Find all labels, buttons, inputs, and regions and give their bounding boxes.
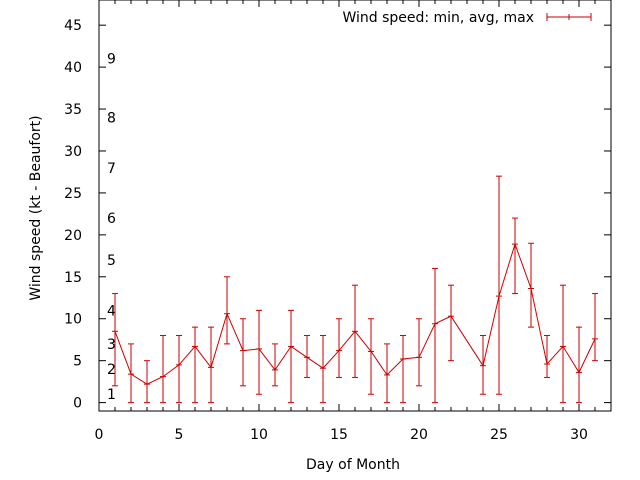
beaufort-label: 3 [107,337,116,353]
x-tick-label: 10 [250,427,268,443]
error-bar [576,326,582,404]
error-bar [288,309,294,404]
error-bar [112,293,118,387]
error-bar [592,293,598,362]
y-tick-label: 20 [64,228,82,244]
x-tick-label: 30 [570,427,588,443]
error-bar [368,318,374,395]
error-bar [512,217,518,295]
error-bar [320,335,326,404]
error-bar [352,284,358,378]
series-layer [112,175,598,404]
beaufort-label: 5 [107,253,116,269]
y-tick-label: 15 [64,270,82,286]
error-bar [128,343,134,404]
series-line [114,242,596,385]
beaufort-label: 8 [107,110,116,126]
x-tick-label: 20 [410,427,428,443]
y-tick-label: 0 [73,396,82,412]
y-tick-label: 25 [64,186,82,202]
y-tick-label: 45 [64,18,82,34]
error-bar [528,242,534,328]
legend: Wind speed: min, avg, max [342,10,592,26]
y-tick-label: 30 [64,144,82,160]
x-tick-label: 5 [175,427,184,443]
error-bar [160,335,166,404]
error-bar [480,335,486,395]
error-bar [144,360,150,404]
error-bar [176,335,182,404]
error-bar [192,326,198,404]
error-bar [560,284,566,404]
error-bar [416,318,422,387]
x-tick-label: 25 [490,427,508,443]
x-tick-label: 0 [95,427,104,443]
legend-label: Wind speed: min, avg, max [342,10,534,26]
y-tick-label: 5 [73,354,82,370]
beaufort-label: 6 [107,211,116,227]
error-bar [256,309,262,395]
error-bar [336,318,342,378]
x-axis-label: Day of Month [306,457,400,473]
error-bar [432,267,438,404]
axis-ticks [98,0,612,411]
y-tick-label: 40 [64,60,82,76]
x-tick-label: 15 [330,427,348,443]
beaufort-label: 1 [107,387,116,403]
beaufort-label: 7 [107,161,116,177]
error-bar [496,175,502,395]
y-tick-label: 35 [64,102,82,118]
beaufort-scale-labels: 1 2 3 4 5 6 7 8 9 [107,52,116,404]
y-axis-label: Wind speed (kt - Beaufort) [28,115,44,300]
error-bar [400,335,406,404]
error-bar [240,318,246,387]
error-bar [304,335,310,378]
error-bar [448,284,454,362]
error-bar [384,343,390,404]
beaufort-label: 2 [107,362,116,378]
beaufort-label: 9 [107,52,116,68]
error-bar [224,276,230,345]
y-tick-label: 10 [64,312,82,328]
error-bar [544,335,550,378]
error-bar [208,326,214,404]
error-bar [272,343,278,387]
beaufort-label: 4 [107,303,116,319]
